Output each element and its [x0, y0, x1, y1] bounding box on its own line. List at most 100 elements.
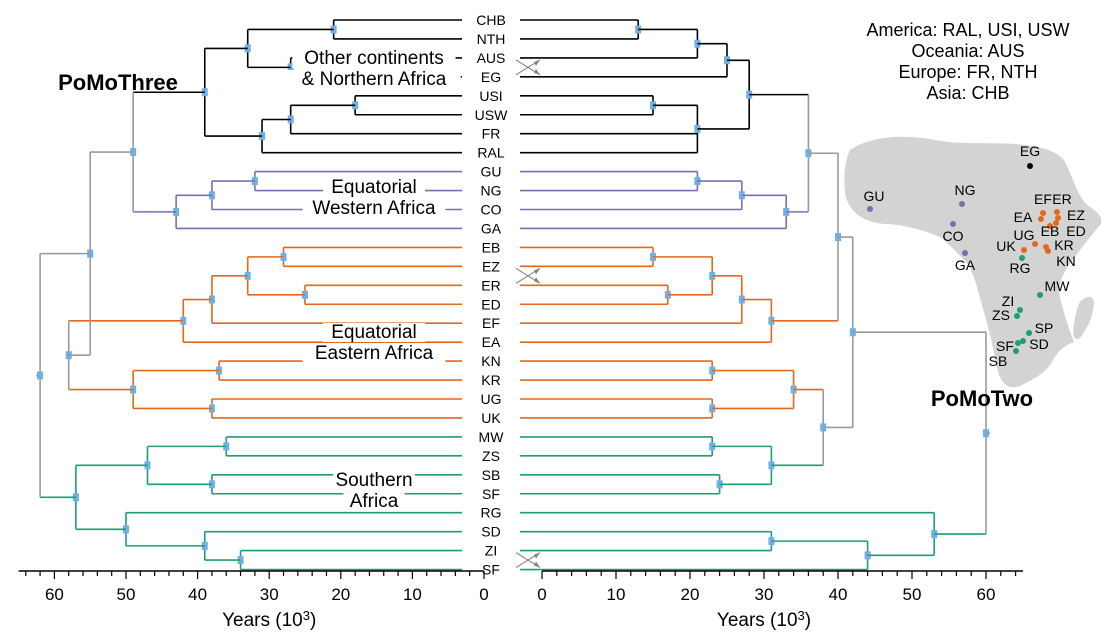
group-label-bg — [333, 471, 415, 490]
map-site-label: ZI — [1002, 293, 1014, 309]
swap-arrowhead — [534, 268, 540, 275]
leaf-label: SD — [481, 524, 500, 540]
group-label-bg — [287, 70, 461, 89]
leaf-label: GU — [481, 164, 502, 180]
map-site-label: SP — [1035, 320, 1054, 336]
map-site-dot — [1038, 216, 1044, 222]
leaf-label: NG — [481, 183, 502, 199]
map-site-dot — [1037, 292, 1043, 298]
map-site-dot — [867, 206, 873, 212]
tick-label: 30 — [755, 585, 774, 604]
tick-label: 40 — [188, 585, 207, 604]
map-site-dot — [962, 250, 968, 256]
tick-label: 0 — [537, 585, 546, 604]
leaf-label: EF — [482, 315, 500, 331]
map-site-label: EB — [1041, 223, 1060, 239]
group-label: Africa — [350, 491, 399, 512]
tick-label: 50 — [117, 585, 136, 604]
tick-label: 60 — [977, 585, 996, 604]
map-site-label: SD — [1029, 336, 1048, 352]
left-tree-title: PoMoThree — [58, 70, 178, 95]
tick-label: 30 — [260, 585, 279, 604]
map-site-label: UK — [996, 238, 1016, 254]
group-label: Western Africa — [312, 198, 436, 219]
leaf-label: MW — [479, 429, 505, 445]
map-site-label: CO — [943, 228, 964, 244]
leaf-label: AUS — [477, 50, 506, 66]
leaf-label: ZI — [485, 543, 497, 559]
madagascar-outline — [1073, 296, 1094, 340]
leaf-label: UK — [481, 410, 501, 426]
swap-arrowhead — [534, 552, 540, 559]
left-axis-title: Years (103) — [222, 608, 316, 631]
tick-label: 20 — [681, 585, 700, 604]
leaf-label: FR — [482, 126, 501, 142]
map-site-dot — [959, 201, 965, 207]
group-label: & Northern Africa — [302, 69, 447, 90]
map-site-dot — [1055, 215, 1061, 221]
map-site-dot — [1021, 247, 1027, 253]
leaf-label: CHB — [476, 12, 506, 28]
map-site-dot — [1047, 223, 1053, 229]
leaf-label: EG — [481, 69, 501, 85]
africa-map — [844, 136, 1102, 388]
tick-label: 0 — [479, 585, 488, 604]
leaf-label: EB — [482, 239, 501, 255]
group-label: Equatorial — [331, 177, 417, 198]
map-site-label: UG — [1014, 227, 1035, 243]
map-site-label: ED — [1066, 223, 1085, 239]
map-site-dot — [1026, 330, 1032, 336]
group-label-bg — [343, 492, 405, 511]
leaf-label: USI — [479, 88, 502, 104]
leaf-label: USW — [475, 107, 508, 123]
phylogenies — [18, 19, 1023, 579]
tick-label: 40 — [829, 585, 848, 604]
group-label-bg — [302, 199, 446, 218]
region-legend-line: Oceania: AUS — [911, 41, 1024, 61]
map-site-label: ZS — [992, 307, 1010, 323]
leaf-label: SF — [482, 562, 500, 578]
group-label: Eastern Africa — [315, 343, 434, 364]
map-site-label: MW — [1045, 278, 1071, 294]
map-site-dot — [950, 221, 956, 227]
map-site-label: RG — [1010, 260, 1031, 276]
swap-arrowhead — [534, 59, 540, 66]
leaf-label: EZ — [482, 258, 500, 274]
map-site-dot — [1045, 248, 1051, 254]
leaf-label: SF — [482, 486, 500, 502]
map-site-label: EZ — [1067, 207, 1085, 223]
map-site-dot — [1053, 220, 1059, 226]
map-site-label: SF — [996, 338, 1014, 354]
map-site-dot — [1032, 241, 1038, 247]
leaf-label: RG — [481, 505, 502, 521]
map-site-dot — [1054, 209, 1060, 215]
group-label-bg — [292, 49, 456, 68]
map-site-dot — [1017, 307, 1023, 313]
tick-label: 10 — [403, 585, 422, 604]
tick-label: 10 — [607, 585, 626, 604]
right-axis-title: Years (103) — [717, 608, 811, 631]
map-site-dot — [1027, 163, 1033, 169]
map-site-label: KN — [1056, 253, 1075, 269]
swap-arrowhead — [534, 277, 540, 284]
leaf-label: ZS — [482, 448, 500, 464]
leaf-label: GA — [481, 220, 502, 236]
map-site-label: ER — [1052, 191, 1071, 207]
leaf-label: KN — [481, 353, 500, 369]
group-label: Other continents — [304, 48, 443, 69]
africa-outline — [844, 136, 1102, 388]
map-site-label: EF — [1034, 191, 1052, 207]
group-label-bg — [323, 323, 425, 342]
map-site-dot — [1013, 348, 1019, 354]
tick-label: 50 — [903, 585, 922, 604]
map-site-dot — [1040, 210, 1046, 216]
right-tree-title: PoMoTwo — [931, 386, 1033, 411]
leaf-label: ER — [481, 277, 500, 293]
region-legend-line: Europe: FR, NTH — [898, 62, 1037, 82]
map-site-dot — [1015, 340, 1021, 346]
leaf-label: EA — [482, 334, 501, 350]
tick-label: 60 — [45, 585, 64, 604]
swap-arrowhead — [534, 561, 540, 568]
leaf-label: KR — [481, 372, 500, 388]
